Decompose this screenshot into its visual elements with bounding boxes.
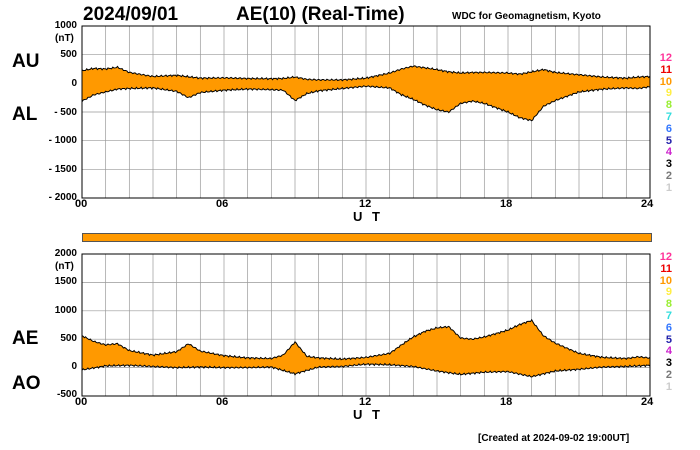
status-bar — [82, 233, 652, 242]
station-legend-item: 4 — [665, 146, 672, 159]
station-legend-item: 11 — [660, 63, 672, 76]
al-label: AL — [12, 104, 38, 125]
station-legend-item: 2 — [665, 368, 672, 381]
station-legend-item: 11 — [660, 262, 672, 275]
station-legend-item: 3 — [665, 158, 672, 171]
chart-date: 2024/09/01 — [83, 4, 179, 25]
station-legend-item: 5 — [665, 333, 672, 346]
panel1-xtick: 18 — [500, 198, 513, 210]
data-source-label: WDC for Geomagnetism, Kyoto — [452, 11, 601, 22]
station-legend-item: 6 — [665, 122, 672, 135]
panel1-xtick: 00 — [75, 198, 88, 210]
station-legend-item: 7 — [665, 309, 672, 322]
station-legend-item: 4 — [665, 345, 672, 358]
station-legend-item: 3 — [665, 357, 672, 370]
station-legend-item: 8 — [665, 298, 672, 311]
station-legend-item: 8 — [665, 99, 672, 112]
series-line-au — [81, 65, 651, 82]
station-legend-item: 12 — [659, 251, 672, 263]
panel2-xtick: 24 — [641, 396, 654, 408]
station-legend-item: 10 — [659, 75, 672, 88]
station-legend-item: 2 — [665, 169, 672, 182]
panel1-xlabel: U T — [353, 209, 383, 224]
panel2-xtick: 12 — [359, 396, 372, 408]
panel2-ytick: 500 — [60, 333, 77, 344]
ao-label: AO — [12, 373, 41, 394]
panel2-xtick: 00 — [75, 396, 88, 408]
panel2-ytick: 1500 — [54, 276, 77, 287]
panel2-xlabel: U T — [353, 407, 383, 422]
filled-band — [82, 319, 650, 377]
panel1-ytick: - 500 — [54, 107, 77, 118]
ae-label: AE — [12, 328, 39, 349]
panel1-xtick: 06 — [216, 198, 229, 210]
panel1-ytick: 0 — [71, 78, 77, 89]
filled-band — [82, 65, 650, 121]
panel2-ytick: 2000 — [54, 248, 77, 259]
station-legend-panel1: 12 11 10 9 8 7 6 5 4 3 2 1 — [652, 52, 672, 195]
station-legend-item: 1 — [665, 181, 672, 194]
panel1-xtick: 24 — [641, 198, 654, 210]
panel1-xtick: 12 — [359, 198, 372, 210]
series-line-ae — [81, 318, 651, 361]
station-legend-panel2: 12 11 10 9 8 7 6 5 4 3 2 1 — [652, 251, 672, 394]
panel1-ytick: - 1500 — [48, 164, 77, 175]
panel2-ytick: 1000 — [54, 305, 77, 316]
station-legend-item: 1 — [665, 380, 672, 393]
station-legend-item: 12 — [659, 52, 672, 64]
panel1-ytick: - 1000 — [48, 135, 77, 146]
panel1-ytick: 500 — [60, 49, 77, 60]
au-label: AU — [12, 51, 40, 72]
station-legend-item: 9 — [665, 87, 672, 100]
panel2-unit: (nT) — [55, 261, 74, 272]
chart-title: AE(10) (Real-Time) — [236, 4, 405, 25]
station-legend-item: 5 — [665, 134, 672, 147]
station-legend-item: 7 — [665, 110, 672, 123]
panel2-ytick: -500 — [56, 389, 77, 400]
panel1-unit: (nT) — [55, 33, 74, 44]
plot-frame — [81, 25, 651, 199]
station-legend-item: 6 — [665, 321, 672, 334]
panel2-xtick: 06 — [216, 396, 229, 408]
station-legend-item: 9 — [665, 286, 672, 299]
series-line-ao — [81, 362, 651, 378]
station-legend-item: 10 — [659, 274, 672, 287]
plot-frame — [81, 253, 651, 397]
panel1-ytick: 1000 — [54, 20, 77, 31]
series-line-al — [81, 85, 651, 122]
panel1-ytick: - 2000 — [48, 192, 77, 203]
created-timestamp: [Created at 2024-09-02 19:00UT] — [478, 433, 630, 444]
panel2-ytick: 0 — [71, 361, 77, 372]
panel2-xtick: 18 — [500, 396, 513, 408]
